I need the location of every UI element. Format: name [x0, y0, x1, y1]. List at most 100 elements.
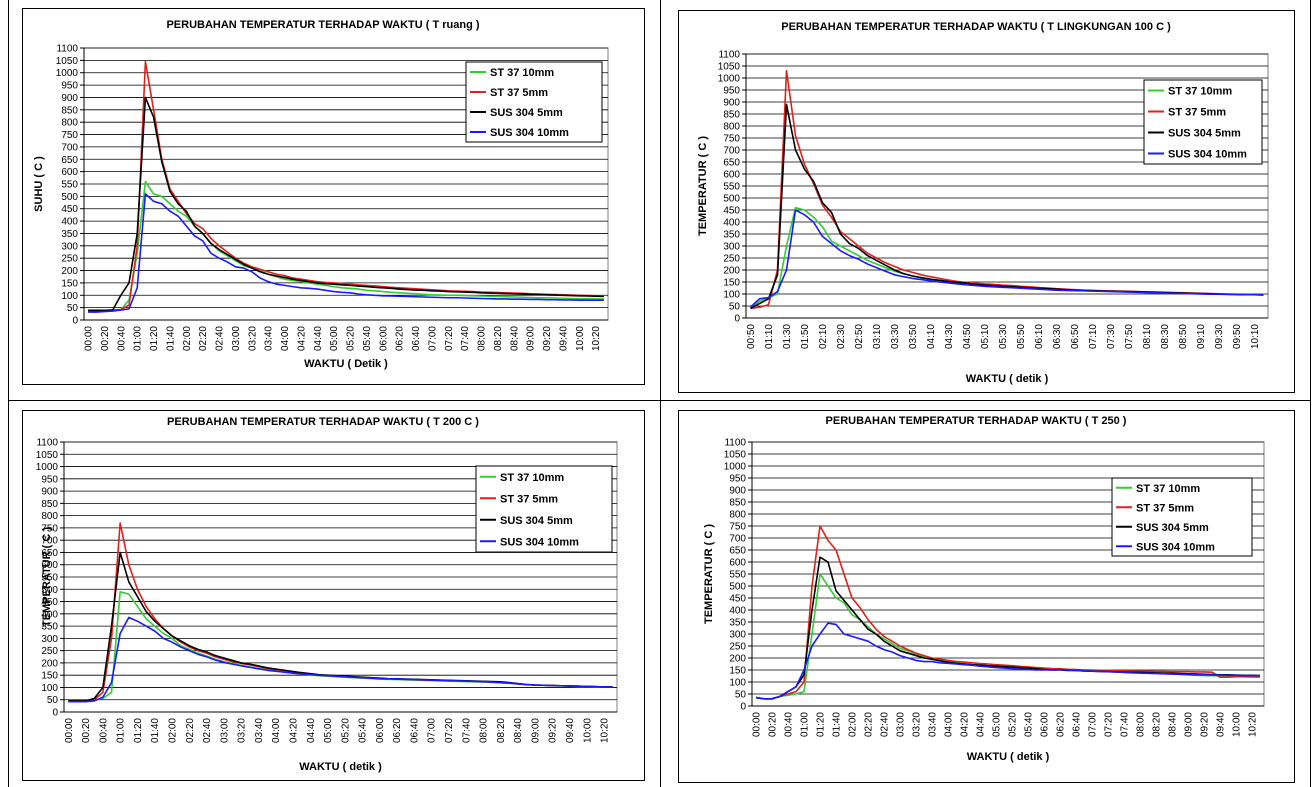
x-tick-label: 08:10 — [1142, 324, 1153, 349]
x-tick-label: 06:20 — [395, 326, 406, 351]
x-tick-label: 05:50 — [1016, 324, 1027, 349]
y-tick-label: 100 — [41, 683, 58, 694]
x-tick-label: 00:40 — [784, 712, 795, 737]
x-tick-label: 06:40 — [411, 326, 422, 351]
x-tick-label: 07:20 — [444, 718, 455, 743]
x-tick-label: 10:00 — [575, 326, 586, 351]
legend-label: ST 37 10mm — [490, 67, 554, 79]
y-tick-label: 350 — [41, 622, 58, 633]
y-axis-title: SUHU ( C ) — [33, 156, 45, 212]
x-tick-label: 08:00 — [479, 718, 490, 743]
y-tick-label: 750 — [41, 523, 58, 534]
chart-title: PERUBAHAN TEMPERATUR TERHADAP WAKTU ( T … — [781, 21, 1171, 33]
y-tick-label: 750 — [729, 522, 746, 533]
x-axis-title: WAKTU ( detik ) — [299, 761, 382, 773]
x-tick-label: 07:40 — [461, 718, 472, 743]
y-tick-label: 450 — [61, 204, 78, 215]
x-tick-label: 09:40 — [558, 326, 569, 351]
x-tick-label: 02:00 — [168, 718, 179, 743]
y-tick-label: 700 — [41, 536, 58, 547]
y-tick-label: 850 — [729, 498, 746, 509]
chart-panel: PERUBAHAN TEMPERATUR TERHADAP WAKTU ( T … — [678, 10, 1295, 393]
x-tick-label: 02:30 — [836, 324, 847, 349]
x-tick-label: 09:50 — [1232, 324, 1243, 349]
y-tick-label: 600 — [41, 560, 58, 571]
x-tick-label: 09:00 — [530, 718, 541, 743]
chart-title: PERUBAHAN TEMPERATUR TERHADAP WAKTU ( T … — [167, 416, 479, 428]
y-tick-label: 200 — [723, 266, 740, 277]
x-tick-label: 01:30 — [782, 324, 793, 349]
x-tick-label: 02:40 — [880, 712, 891, 737]
x-tick-label: 05:00 — [329, 326, 340, 351]
y-tick-label: 300 — [61, 241, 78, 252]
legend-label: ST 37 5mm — [1136, 502, 1194, 514]
y-tick-label: 50 — [735, 690, 747, 701]
y-tick-label: 650 — [729, 546, 746, 557]
y-tick-label: 800 — [41, 511, 58, 522]
x-tick-label: 10:20 — [1248, 712, 1259, 737]
x-tick-label: 05:20 — [340, 718, 351, 743]
x-tick-label: 10:20 — [600, 718, 611, 743]
y-tick-label: 500 — [61, 192, 78, 203]
x-tick-label: 09:20 — [542, 326, 553, 351]
x-tick-label: 04:10 — [926, 324, 937, 349]
y-tick-label: 350 — [723, 230, 740, 241]
x-tick-label: 10:00 — [1232, 712, 1243, 737]
x-tick-label: 00:00 — [752, 712, 763, 737]
x-axis-title: WAKTU ( detik ) — [966, 373, 1049, 385]
y-tick-label: 600 — [61, 167, 78, 178]
x-tick-label: 08:20 — [493, 326, 504, 351]
y-tick-label: 700 — [61, 142, 78, 153]
x-tick-label: 04:30 — [944, 324, 955, 349]
x-tick-label: 06:50 — [1070, 324, 1081, 349]
y-tick-label: 900 — [723, 98, 740, 109]
x-tick-label: 03:40 — [254, 718, 265, 743]
y-tick-label: 150 — [723, 278, 740, 289]
y-tick-label: 450 — [723, 206, 740, 217]
y-tick-label: 700 — [723, 146, 740, 157]
y-tick-label: 0 — [52, 708, 58, 719]
chart-panel: PERUBAHAN TEMPERATUR TERHADAP WAKTU ( T … — [678, 410, 1295, 783]
x-tick-label: 08:40 — [509, 326, 520, 351]
y-tick-label: 200 — [729, 654, 746, 665]
y-tick-label: 350 — [729, 618, 746, 629]
x-tick-label: 01:40 — [832, 712, 843, 737]
x-tick-label: 06:00 — [378, 326, 389, 351]
x-tick-label: 08:00 — [1136, 712, 1147, 737]
y-tick-label: 200 — [41, 658, 58, 669]
x-tick-label: 05:30 — [998, 324, 1009, 349]
legend-label: ST 37 5mm — [1168, 107, 1226, 119]
y-tick-label: 550 — [41, 573, 58, 584]
y-tick-label: 1050 — [56, 56, 79, 67]
x-tick-label: 04:20 — [296, 326, 307, 351]
x-tick-label: 04:40 — [313, 326, 324, 351]
y-axis-title: TEMPERATUR ( C ) — [697, 136, 709, 236]
y-tick-label: 1000 — [36, 462, 59, 473]
x-tick-label: 09:40 — [1216, 712, 1227, 737]
chart-panel: PERUBAHAN TEMPERATUR TERHADAP WAKTU ( T … — [22, 8, 645, 385]
x-tick-label: 07:50 — [1124, 324, 1135, 349]
legend-label: ST 37 10mm — [500, 472, 564, 484]
x-tick-label: 01:00 — [116, 718, 127, 743]
legend-box — [475, 465, 613, 553]
y-tick-label: 300 — [729, 630, 746, 641]
y-tick-label: 950 — [41, 474, 58, 485]
legend-label: ST 37 5mm — [490, 87, 548, 99]
y-tick-label: 500 — [41, 585, 58, 596]
y-tick-label: 400 — [61, 217, 78, 228]
x-tick-label: 01:10 — [764, 324, 775, 349]
x-tick-label: 07:40 — [1120, 712, 1131, 737]
x-tick-label: 06:40 — [409, 718, 420, 743]
x-tick-label: 10:20 — [591, 326, 602, 351]
legend-label: SUS 304 5mm — [1136, 522, 1209, 534]
y-tick-label: 400 — [41, 609, 58, 620]
x-tick-label: 07:10 — [1088, 324, 1099, 349]
y-tick-label: 950 — [729, 474, 746, 485]
x-tick-label: 04:40 — [306, 718, 317, 743]
y-tick-label: 0 — [740, 702, 746, 713]
y-tick-label: 900 — [729, 486, 746, 497]
x-tick-label: 08:30 — [1160, 324, 1171, 349]
x-tick-label: 06:00 — [375, 718, 386, 743]
x-tick-label: 02:40 — [202, 718, 213, 743]
